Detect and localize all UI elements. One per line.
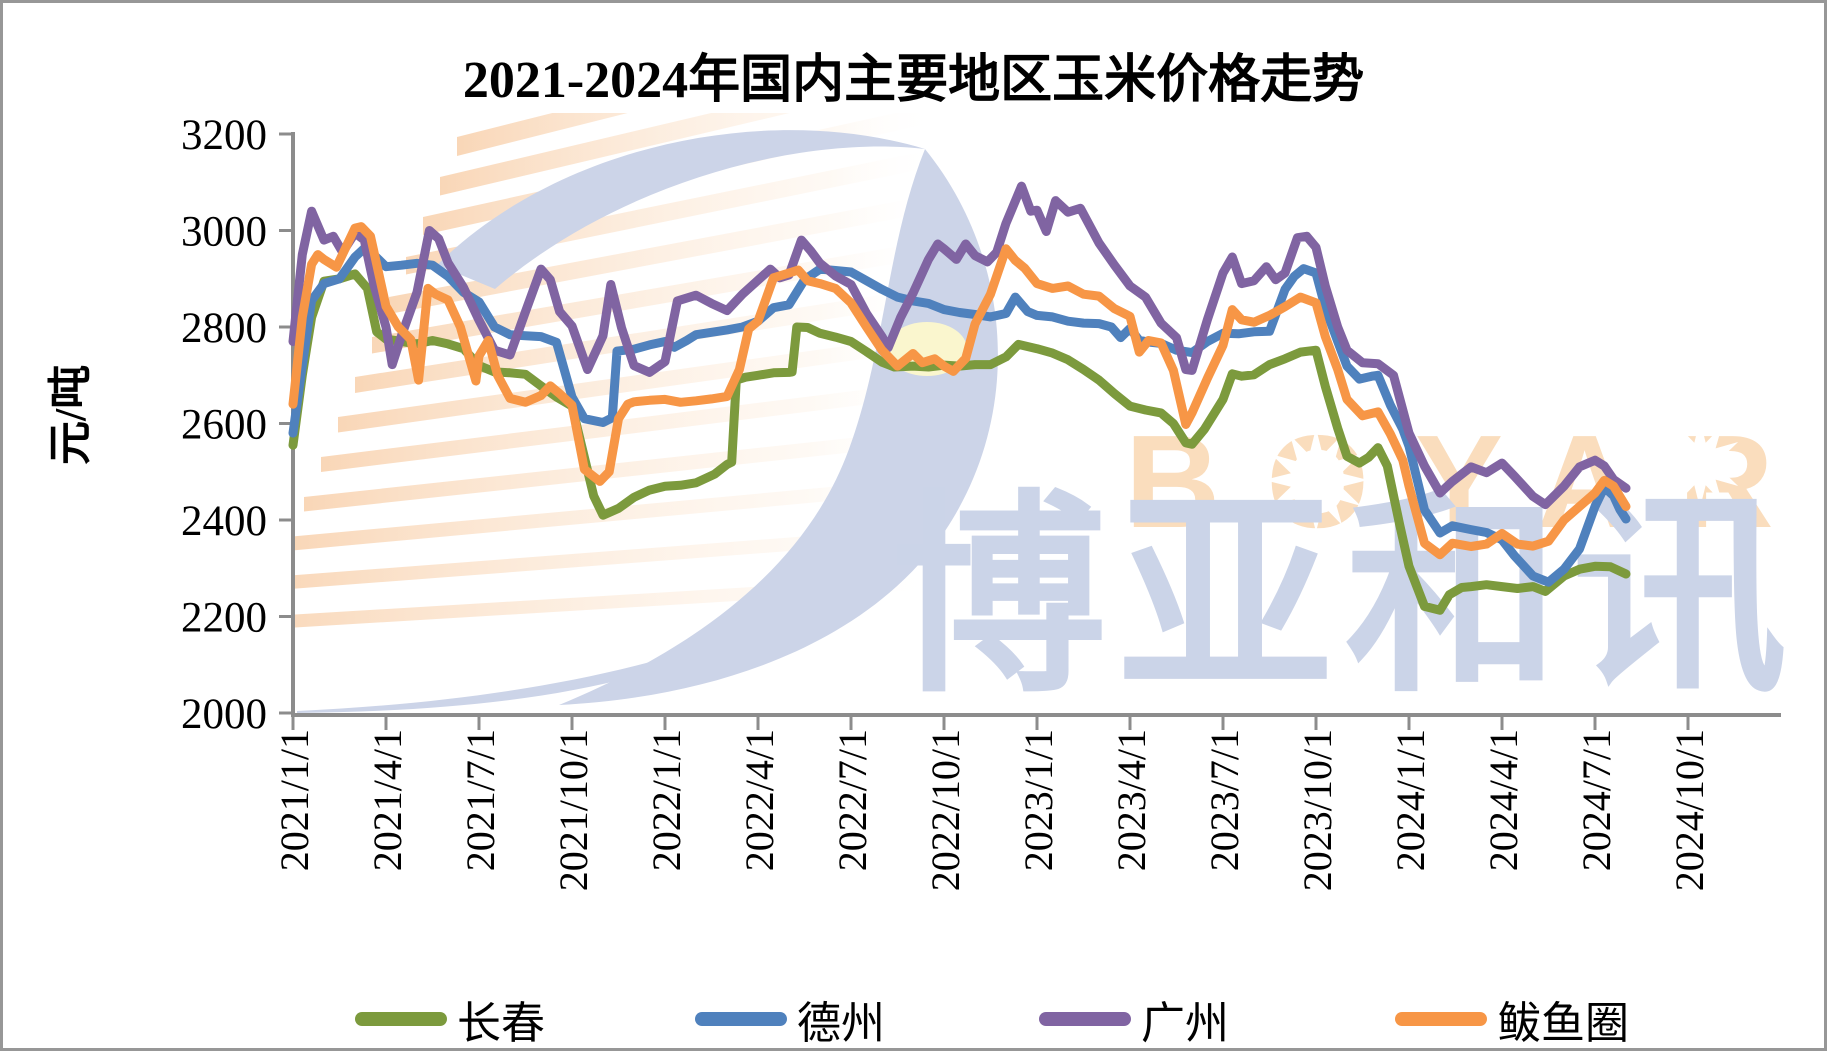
legend-swatch-changchun xyxy=(355,1012,447,1026)
watermark-swoosh-crescent xyxy=(437,130,925,289)
x-tick-label: 2021/10/1 xyxy=(551,729,596,891)
legend-swatch-guangzhou xyxy=(1039,1012,1131,1026)
watermark-stripe xyxy=(389,193,938,314)
y-tick-label: 2200 xyxy=(181,595,267,642)
legend-item-dezhou: 德州 xyxy=(695,987,885,1048)
legend-label: 鲅鱼圈 xyxy=(1497,999,1629,1048)
x-tick-label: 2022/7/1 xyxy=(830,729,875,871)
legend-swatch-dezhou xyxy=(695,1012,787,1026)
watermark-stripe xyxy=(295,526,938,589)
x-tick-label: 2023/7/1 xyxy=(1202,729,1247,871)
y-tick-label: 2600 xyxy=(181,402,267,449)
x-tick-label: 2024/10/1 xyxy=(1667,729,1712,891)
x-tick-label: 2021/1/1 xyxy=(272,729,317,871)
sun-icon xyxy=(1264,428,1368,532)
legend-label: 德州 xyxy=(797,999,885,1048)
watermark-stripe xyxy=(321,380,938,472)
x-tick-label: 2022/10/1 xyxy=(923,729,968,891)
x-tick-label: 2021/7/1 xyxy=(458,729,503,871)
x-tick-label: 2023/10/1 xyxy=(1295,729,1340,891)
watermark-stripe xyxy=(304,428,938,512)
chart-title: 2021-2024年国内主要地区玉米价格走势 xyxy=(462,52,1365,109)
watermark-stripe xyxy=(457,113,628,156)
x-tick-label: 2024/4/1 xyxy=(1481,729,1526,871)
x-tick-label: 2022/4/1 xyxy=(737,729,782,871)
x-tick-label: 2022/1/1 xyxy=(644,729,689,871)
y-tick-label: 2400 xyxy=(181,498,267,545)
y-tick-label: 3200 xyxy=(181,112,267,159)
x-tick-label: 2024/1/1 xyxy=(1388,729,1433,871)
legend-label: 长春 xyxy=(457,999,545,1048)
watermark-cn-text: 博亚和讯 xyxy=(891,476,1799,717)
legend-swatch-bayuquan xyxy=(1395,1012,1487,1026)
y-tick-label: 2800 xyxy=(181,305,267,352)
x-tick-label: 2023/1/1 xyxy=(1016,729,1061,871)
watermark-stripe xyxy=(355,286,938,393)
y-axis-title: 元/吨 xyxy=(46,365,95,465)
legend-label: 广州 xyxy=(1141,999,1229,1048)
data-series xyxy=(288,181,1631,615)
y-tick-label: 2000 xyxy=(181,691,267,738)
x-tick-label: 2021/4/1 xyxy=(365,729,410,871)
watermark-stripe xyxy=(338,333,938,433)
watermark-stripe xyxy=(440,113,790,196)
series-line-鲅鱼圈 xyxy=(288,222,1631,560)
sun-icon xyxy=(1656,420,1744,508)
sun-icons xyxy=(1264,420,1744,532)
legend-item-guangzhou: 广州 xyxy=(1039,987,1229,1048)
y-tick-label: 3000 xyxy=(181,209,267,256)
watermark-swoosh-tail xyxy=(297,619,771,713)
x-tick-label: 2023/4/1 xyxy=(1109,729,1154,871)
legend-item-changchun: 长春 xyxy=(355,987,545,1048)
chart-canvas: BOYAR 博亚和讯 32003000280026002400220020002… xyxy=(46,112,1799,891)
legend-item-bayuquan: 鲅鱼圈 xyxy=(1395,987,1629,1048)
x-tick-label: 2024/7/1 xyxy=(1574,729,1619,871)
